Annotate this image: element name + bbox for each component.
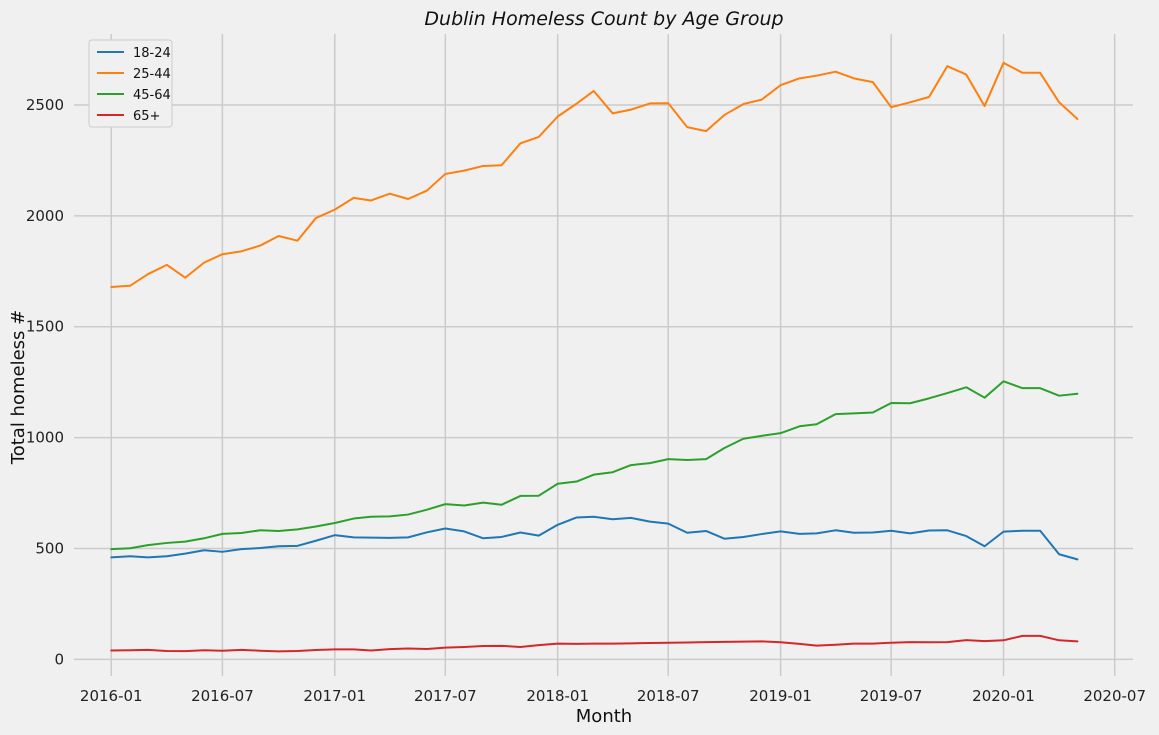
x-tick-label: 2016-07 bbox=[191, 687, 254, 705]
x-axis-label: Month bbox=[576, 706, 632, 727]
y-tick-label: 1500 bbox=[26, 318, 64, 336]
y-tick-label: 2500 bbox=[26, 96, 64, 114]
x-tick-labels: 2016-01 2016-07 2017-01 2017-07 2018-01 2018-… bbox=[80, 687, 1146, 705]
y-tick-label: 2000 bbox=[26, 207, 64, 225]
chart-title: Dublin Homeless Count by Age Group bbox=[424, 8, 783, 30]
y-axis-label: Total homeless # bbox=[8, 310, 29, 465]
legend-label: 65+ bbox=[133, 109, 160, 124]
x-tick-label: 2017-07 bbox=[414, 687, 477, 705]
y-tick-labels: 0 500 1000 1500 2000 2500 bbox=[26, 96, 64, 668]
legend: 18-24 25-44 45-64 65+ bbox=[88, 39, 173, 128]
y-tick-label: 1000 bbox=[26, 429, 64, 447]
x-tick-label: 2020-01 bbox=[972, 687, 1035, 705]
series-line-18-24 bbox=[110, 515, 1079, 561]
legend-box bbox=[88, 39, 173, 128]
x-tick-label: 2019-01 bbox=[749, 687, 812, 705]
x-tick-label: 2018-01 bbox=[526, 687, 589, 705]
x-tick-label: 2019-07 bbox=[860, 687, 923, 705]
y-tick-label: 500 bbox=[35, 539, 64, 557]
series-lines bbox=[110, 61, 1079, 653]
series-line-45-64 bbox=[110, 380, 1079, 551]
legend-label: 45-64 bbox=[133, 88, 171, 103]
series-line-25-44 bbox=[110, 61, 1079, 289]
x-tick-label: 2020-07 bbox=[1083, 687, 1146, 705]
series-line-65+ bbox=[110, 634, 1079, 653]
x-tick-label: 2016-01 bbox=[80, 687, 143, 705]
legend-label: 25-44 bbox=[133, 67, 171, 82]
x-tick-label: 2017-01 bbox=[303, 687, 366, 705]
x-tick-label: 2018-07 bbox=[637, 687, 700, 705]
legend-label: 18-24 bbox=[133, 46, 171, 61]
y-tick-label: 0 bbox=[54, 650, 64, 668]
